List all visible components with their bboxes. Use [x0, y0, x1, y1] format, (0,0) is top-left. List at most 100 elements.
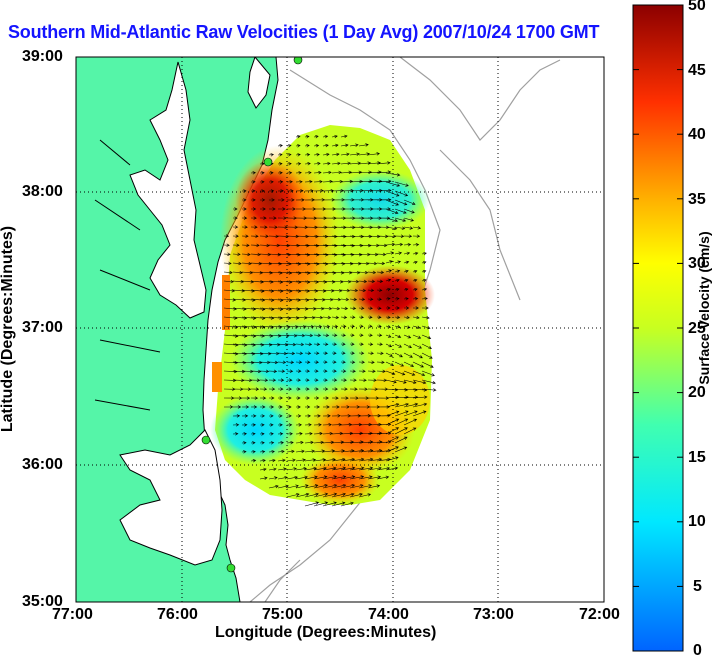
velocity-arrow: [322, 492, 338, 498]
velocity-arrow: [313, 501, 329, 507]
velocity-arrow: [232, 396, 243, 400]
velocity-arrow: [340, 492, 355, 498]
velocity-arrow: [286, 458, 296, 462]
velocity-arrow: [286, 369, 294, 373]
velocity-arrow: [349, 342, 355, 346]
station-marker: [263, 157, 273, 167]
velocity-arrow: [394, 343, 402, 348]
velocity-arrow: [358, 243, 372, 248]
velocity-arrow: [295, 351, 304, 356]
velocity-arrow: [277, 405, 283, 409]
x-axis-label: Longitude (Degrees:Minutes): [215, 624, 437, 641]
velocity-arrow: [322, 324, 331, 329]
velocity-arrow: [223, 270, 233, 275]
velocity-arrow: [277, 252, 291, 257]
velocity-arrow: [403, 234, 413, 238]
velocity-arrow: [403, 361, 415, 367]
velocity-arrow: [322, 298, 334, 302]
velocity-arrow: [394, 242, 404, 247]
velocity-arrow: [304, 387, 310, 391]
velocity-arrow: [358, 475, 373, 480]
velocity-arrow: [358, 431, 373, 435]
velocity-arrow: [250, 234, 259, 238]
velocity-arrow: [367, 431, 383, 435]
velocity-arrow: [277, 189, 284, 193]
velocity-arrow: [394, 370, 406, 376]
velocity-arrow: [349, 396, 359, 400]
velocity-arrow: [358, 152, 370, 156]
velocity-arrow: [376, 288, 383, 292]
velocity-arrow: [286, 360, 295, 364]
velocity-arrow: [412, 379, 427, 385]
velocity-arrow: [322, 414, 331, 418]
velocity-arrow: [313, 243, 329, 248]
velocity-arrow: [268, 396, 275, 400]
velocity-arrow: [286, 171, 293, 175]
velocity-arrow: [304, 475, 318, 480]
velocity-arrow: [232, 432, 239, 436]
velocity-arrow: [412, 325, 421, 329]
velocity-arrow: [340, 315, 348, 320]
velocity-arrow: [340, 483, 356, 489]
velocity-arrow: [295, 369, 302, 373]
velocity-arrow: [349, 475, 365, 480]
velocity-arrow: [349, 152, 360, 156]
velocity-arrow: [394, 190, 409, 197]
velocity-arrow: [394, 278, 400, 283]
x-tick-label: 72:00: [579, 606, 620, 623]
velocity-arrow: [268, 351, 280, 356]
velocity-arrow: [340, 466, 356, 471]
colorbar-tick-label: 50: [688, 0, 706, 14]
velocity-arrow: [412, 343, 422, 349]
velocity-arrow: [385, 352, 393, 357]
velocity-arrow: [394, 251, 403, 255]
velocity-arrow: [304, 405, 311, 409]
velocity-arrow: [268, 432, 274, 436]
velocity-arrow: [394, 418, 409, 426]
velocity-arrow: [295, 243, 310, 248]
y-tick-label: 39:00: [22, 48, 63, 65]
velocity-arrow: [322, 378, 328, 382]
colorbar-tick-label: 25: [688, 320, 706, 337]
velocity-arrow: [394, 436, 408, 444]
velocity-arrow: [349, 252, 363, 257]
velocity-arrow: [412, 315, 420, 320]
velocity-arrow: [295, 253, 311, 257]
velocity-arrow: [268, 449, 275, 454]
velocity-arrow: [394, 234, 405, 238]
velocity-arrow: [313, 484, 328, 489]
velocity-arrow: [412, 226, 422, 230]
velocity-arrow: [250, 252, 261, 257]
velocity-arrow: [331, 179, 344, 184]
velocity-arrow: [322, 351, 328, 355]
velocity-arrow: [304, 333, 314, 338]
velocity-arrow: [385, 427, 400, 435]
velocity-arrow: [250, 189, 256, 193]
velocity-arrow: [421, 343, 432, 350]
velocity-arrow: [304, 189, 314, 193]
velocity-arrow: [250, 378, 261, 382]
velocity-arrow: [349, 243, 364, 248]
velocity-arrow: [385, 418, 400, 426]
velocity-arrow: [304, 501, 320, 507]
velocity-arrow: [322, 387, 329, 391]
velocity-arrow: [259, 369, 270, 374]
velocity-arrow: [250, 360, 263, 365]
velocity-arrow: [259, 189, 265, 193]
velocity-arrow: [268, 198, 275, 202]
velocity-arrow: [232, 207, 238, 211]
colorbar: [632, 4, 684, 652]
velocity-arrow: [376, 324, 382, 328]
velocity-arrow: [304, 466, 317, 471]
velocity-arrow: [394, 352, 403, 358]
velocity-arrow: [376, 306, 382, 310]
velocity-arrow: [322, 475, 338, 480]
velocity-arrow: [313, 378, 319, 382]
velocity-arrow: [268, 441, 275, 445]
velocity-arrow: [313, 253, 329, 257]
velocity-arrow: [358, 484, 372, 489]
velocity-arrow: [313, 396, 320, 400]
velocity-arrow: [232, 369, 246, 374]
velocity-arrow: [250, 369, 262, 374]
velocity-arrow: [376, 243, 388, 248]
